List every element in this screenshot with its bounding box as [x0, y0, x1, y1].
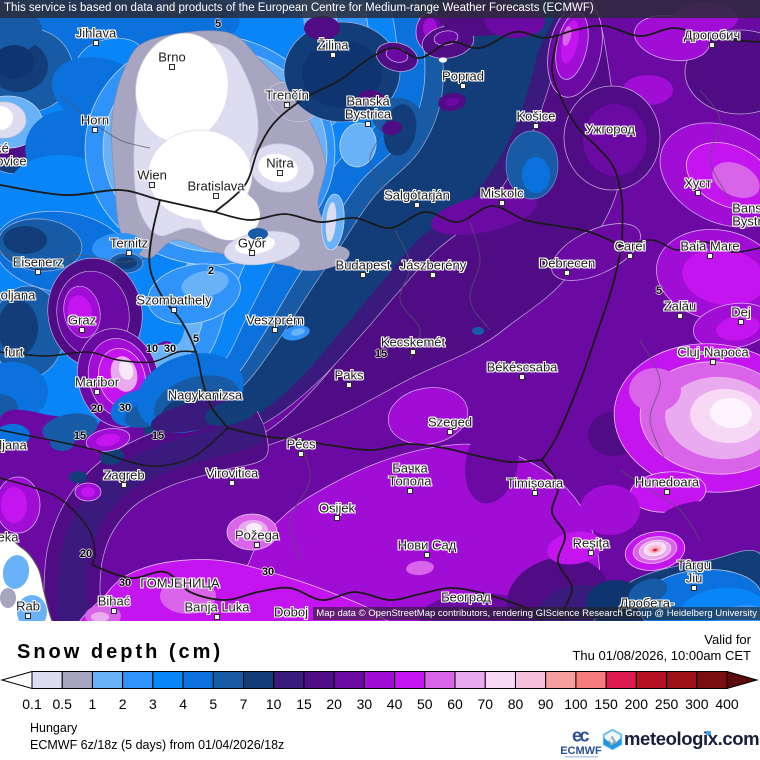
svg-text:ec: ec	[572, 726, 590, 746]
svg-text:ECMWF: ECMWF	[560, 745, 602, 757]
